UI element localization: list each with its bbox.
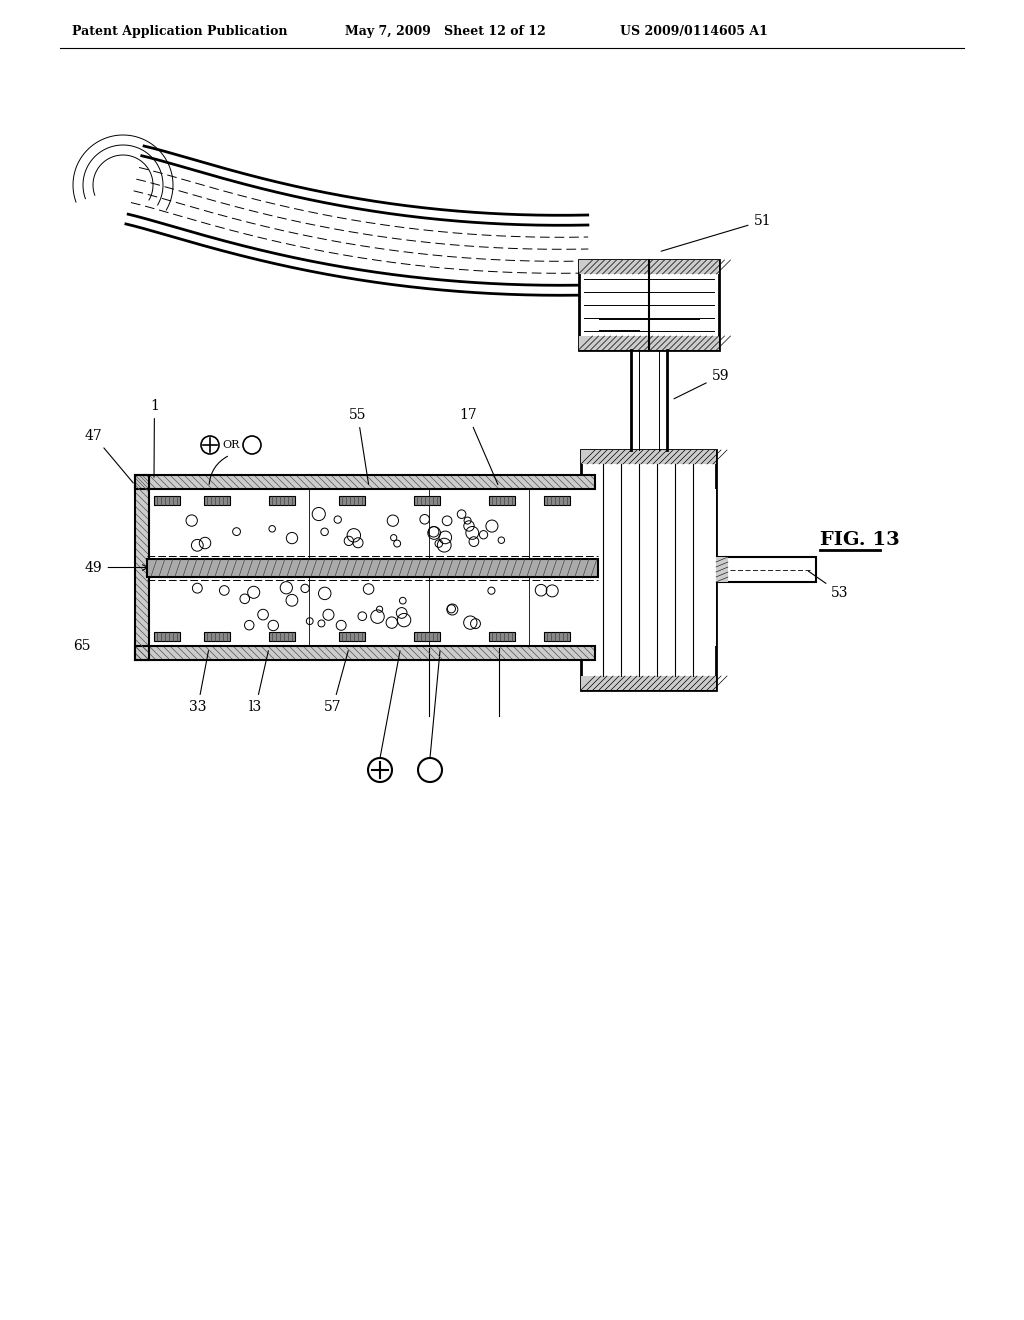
Bar <box>135 645 595 660</box>
Bar <box>135 475 595 488</box>
Bar <box>544 496 570 506</box>
Bar <box>269 632 295 642</box>
Text: 17: 17 <box>459 408 498 484</box>
Text: OR: OR <box>222 440 240 450</box>
Bar <box>581 676 716 690</box>
Bar <box>135 475 595 488</box>
Bar <box>489 632 515 642</box>
Bar <box>154 496 180 506</box>
Text: May 7, 2009   Sheet 12 of 12: May 7, 2009 Sheet 12 of 12 <box>345 25 546 38</box>
Text: FIG. 13: FIG. 13 <box>820 531 900 549</box>
Text: 33: 33 <box>189 651 209 714</box>
Bar <box>716 557 728 582</box>
Bar <box>414 632 440 642</box>
Text: l3: l3 <box>249 651 268 714</box>
Bar <box>135 475 150 660</box>
Text: 57: 57 <box>324 651 348 714</box>
Text: 65: 65 <box>73 639 90 653</box>
Bar <box>204 632 230 642</box>
Bar <box>147 558 598 577</box>
Bar <box>489 496 515 506</box>
Bar <box>414 496 440 506</box>
Bar <box>204 496 230 506</box>
Text: 51: 51 <box>662 214 771 251</box>
Bar <box>579 260 719 275</box>
Text: 49: 49 <box>85 561 148 574</box>
Text: 47: 47 <box>85 429 133 483</box>
Text: 55: 55 <box>349 408 369 484</box>
Text: Patent Application Publication: Patent Application Publication <box>72 25 288 38</box>
Bar <box>339 496 365 506</box>
Bar <box>579 260 719 350</box>
Bar <box>544 632 570 642</box>
Bar <box>154 632 180 642</box>
Text: 1: 1 <box>150 399 159 478</box>
Text: US 2009/0114605 A1: US 2009/0114605 A1 <box>620 25 768 38</box>
Bar <box>135 475 150 660</box>
Bar <box>581 450 716 465</box>
Bar <box>269 496 295 506</box>
Bar <box>150 488 716 645</box>
Bar <box>581 450 716 690</box>
Bar <box>579 337 719 350</box>
Text: 59: 59 <box>674 370 729 399</box>
Text: 53: 53 <box>808 572 849 601</box>
Bar <box>716 557 816 582</box>
Bar <box>339 632 365 642</box>
Bar <box>135 645 595 660</box>
